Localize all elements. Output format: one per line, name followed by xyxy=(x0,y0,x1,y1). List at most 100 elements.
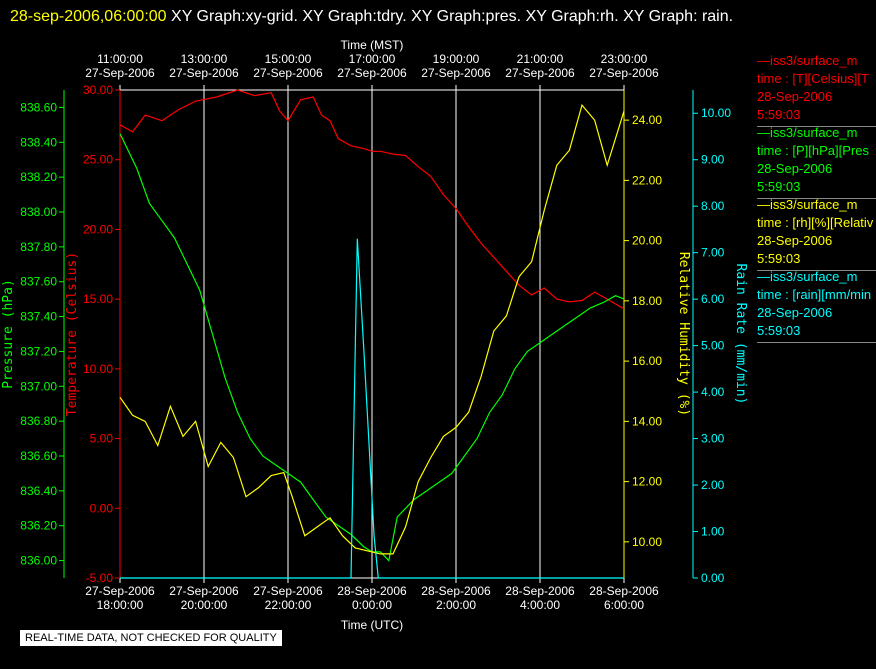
humidity-tick-label: 16.00 xyxy=(632,354,662,368)
legend-time: 5:59:03 xyxy=(757,179,801,194)
pressure-tick-label: 836.80 xyxy=(20,414,57,428)
rain-tick-label: 0.00 xyxy=(701,571,725,585)
bottom-axis-label: Time (UTC) xyxy=(341,618,403,632)
bottom-tick-date: 27-Sep-2006 xyxy=(253,584,323,598)
top-tick-time: 21:00:00 xyxy=(517,52,564,66)
bottom-tick-date: 28-Sep-2006 xyxy=(337,584,407,598)
top-axis-label: Time (MST) xyxy=(341,38,404,52)
pressure-tick-label: 838.20 xyxy=(20,170,57,184)
legend-date: 28-Sep-2006 xyxy=(757,161,833,176)
header-timestamp: 28-sep-2006,06:00:00 xyxy=(10,8,167,25)
temperature-tick-label: 30.00 xyxy=(83,83,113,97)
rain-tick-label: 7.00 xyxy=(701,246,725,260)
humidity-tick-label: 22.00 xyxy=(632,173,662,187)
top-tick-date: 27-Sep-2006 xyxy=(337,66,407,80)
rain-tick-label: 10.00 xyxy=(701,106,731,120)
temperature-series-line xyxy=(119,89,625,310)
legend-name: —iss3/surface_m xyxy=(757,125,858,140)
bottom-tick-date: 27-Sep-2006 xyxy=(85,584,155,598)
rain-tick-label: 6.00 xyxy=(701,292,725,306)
top-tick-time: 13:00:00 xyxy=(181,52,228,66)
graph-header: 28-sep-2006,06:00:00 XY Graph:xy-grid. X… xyxy=(10,2,870,32)
pressure-tick-label: 837.40 xyxy=(20,310,57,324)
legend-name: —iss3/surface_m xyxy=(757,53,858,68)
legend-date: 28-Sep-2006 xyxy=(757,233,833,248)
rain-tick-label: 8.00 xyxy=(701,199,725,213)
humidity-tick-label: 24.00 xyxy=(632,113,662,127)
humidity-axis-label: Relative Humidity (%) xyxy=(676,252,691,416)
temperature-tick-label: 10.00 xyxy=(83,362,113,376)
humidity-tick-label: 18.00 xyxy=(632,294,662,308)
temperature-tick-label: 5.00 xyxy=(90,432,114,446)
temperature-tick-label: 25.00 xyxy=(83,153,113,167)
top-tick-date: 27-Sep-2006 xyxy=(253,66,323,80)
pressure-tick-label: 836.00 xyxy=(20,554,57,568)
pressure-axis-label: Pressure (hPa) xyxy=(1,279,16,389)
top-tick-time: 11:00:00 xyxy=(97,52,143,66)
top-tick-date: 27-Sep-2006 xyxy=(85,66,155,80)
legend-time: 5:59:03 xyxy=(757,251,801,266)
bottom-tick-time: 0:00:00 xyxy=(352,598,392,612)
rain-tick-label: 2.00 xyxy=(701,478,725,492)
pressure-tick-label: 837.20 xyxy=(20,344,57,358)
top-tick-date: 27-Sep-2006 xyxy=(421,66,491,80)
bottom-tick-time: 4:00:00 xyxy=(520,598,560,612)
legend-units: time : [rain][mm/min xyxy=(757,287,872,302)
bottom-tick-time: 22:00:00 xyxy=(265,598,312,612)
temperature-tick-label: -5.00 xyxy=(86,571,114,585)
rain-tick-label: 3.00 xyxy=(701,432,725,446)
bottom-tick-date: 28-Sep-2006 xyxy=(589,584,659,598)
top-tick-time: 15:00:00 xyxy=(265,52,312,66)
legend-time: 5:59:03 xyxy=(757,323,801,338)
legend-units: time : [rh][%][Relativ xyxy=(757,215,874,230)
pressure-tick-label: 836.60 xyxy=(20,449,57,463)
top-tick-time: 23:00:00 xyxy=(601,52,648,66)
legend-separator xyxy=(757,198,876,199)
legend-separator xyxy=(757,126,876,127)
legend-units: time : [T][Celsius][T xyxy=(757,71,869,86)
legend-units: time : [P][hPa][Pres xyxy=(757,143,869,158)
pressure-tick-label: 836.40 xyxy=(20,484,57,498)
legend-date: 28-Sep-2006 xyxy=(757,89,833,104)
bottom-tick-time: 18:00:00 xyxy=(97,598,144,612)
humidity-tick-label: 10.00 xyxy=(632,535,662,549)
legend-name: —iss3/surface_m xyxy=(757,269,858,284)
humidity-tick-label: 12.00 xyxy=(632,475,662,489)
bottom-tick-time: 6:00:00 xyxy=(604,598,644,612)
legend-separator xyxy=(757,342,876,343)
top-tick-time: 17:00:00 xyxy=(349,52,396,66)
rain-series-line xyxy=(120,238,624,579)
bottom-tick-time: 2:00:00 xyxy=(436,598,476,612)
rain-tick-label: 9.00 xyxy=(701,153,725,167)
bottom-tick-time: 20:00:00 xyxy=(181,598,228,612)
humidity-tick-label: 20.00 xyxy=(632,234,662,248)
bottom-tick-date: 28-Sep-2006 xyxy=(505,584,575,598)
top-tick-date: 27-Sep-2006 xyxy=(169,66,239,80)
top-tick-date: 27-Sep-2006 xyxy=(505,66,575,80)
rain-axis-label: Rain Rate (mm/min) xyxy=(733,264,748,405)
legend-name: —iss3/surface_m xyxy=(757,197,858,212)
humidity-tick-label: 14.00 xyxy=(632,414,662,428)
pressure-tick-label: 837.00 xyxy=(20,379,57,393)
pressure-tick-label: 838.00 xyxy=(20,205,57,219)
temperature-axis-label: Temperature (Celsius) xyxy=(65,252,80,416)
legend-time: 5:59:03 xyxy=(757,107,801,122)
legend-separator xyxy=(757,270,876,271)
top-tick-time: 19:00:00 xyxy=(433,52,480,66)
header-title: XY Graph:xy-grid. XY Graph:tdry. XY Grap… xyxy=(171,8,734,25)
pressure-tick-label: 838.60 xyxy=(20,100,57,114)
pressure-tick-label: 837.60 xyxy=(20,275,57,289)
rain-tick-label: 5.00 xyxy=(701,339,725,353)
pressure-tick-label: 837.80 xyxy=(20,240,57,254)
legend-date: 28-Sep-2006 xyxy=(757,305,833,320)
rain-tick-label: 4.00 xyxy=(701,385,725,399)
bottom-tick-date: 27-Sep-2006 xyxy=(169,584,239,598)
temperature-tick-label: 20.00 xyxy=(83,222,113,236)
pressure-tick-label: 838.40 xyxy=(20,135,57,149)
quality-note: REAL-TIME DATA, NOT CHECKED FOR QUALITY xyxy=(20,630,282,646)
